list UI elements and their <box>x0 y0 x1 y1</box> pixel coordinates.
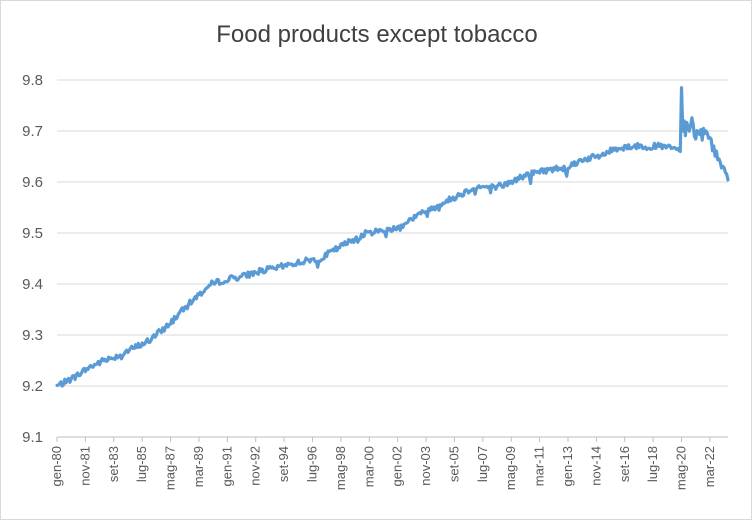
x-tick-label: gen-02 <box>390 446 405 486</box>
axes <box>56 436 728 442</box>
x-tick-label: mar-11 <box>532 446 547 486</box>
x-tick-label: mag-09 <box>503 446 518 490</box>
series-line <box>55 86 730 388</box>
x-tick-label: mar-00 <box>361 446 376 487</box>
x-tick-label: nov-14 <box>588 446 603 486</box>
x-tick-label: mar-89 <box>191 446 206 487</box>
x-tick-label: lug-85 <box>134 446 149 482</box>
x-tick-label: gen-13 <box>560 446 575 486</box>
y-tick-label: 9.8 <box>22 72 43 89</box>
x-tick-label: mag-98 <box>333 446 348 490</box>
y-tick-label: 9.7 <box>22 123 43 140</box>
x-tick-label: lug-18 <box>645 446 660 482</box>
y-tick-label: 9.4 <box>22 276 43 293</box>
x-tick-label: set-16 <box>617 446 632 482</box>
x-tick-label: set-94 <box>276 446 291 482</box>
x-tick-label: nov-03 <box>418 446 433 486</box>
series-layer <box>55 86 730 388</box>
x-tick-label: mag-87 <box>163 446 178 490</box>
y-tick-label: 9.1 <box>22 429 43 446</box>
chart-title: Food products except tobacco <box>216 21 538 48</box>
y-tick-label: 9.5 <box>22 225 43 242</box>
y-tick-label: 9.6 <box>22 174 43 191</box>
x-tick-label: set-05 <box>446 446 461 482</box>
x-tick-label: mar-22 <box>702 446 717 487</box>
tick-labels: 9.1 9.2 9.3 9.4 9.5 9.6 9.7 9.8 gen-80 nov-81 set-… <box>22 72 717 490</box>
x-tick-label: gen-91 <box>219 446 234 486</box>
x-tick-label: gen-80 <box>49 446 64 486</box>
y-tick-label: 9.2 <box>22 378 43 395</box>
gridlines <box>57 79 728 438</box>
x-tick-label: lug-96 <box>304 446 319 482</box>
x-tick-label: lug-07 <box>475 446 490 482</box>
x-tick-label: set-83 <box>106 446 121 482</box>
y-tick-label: 9.3 <box>22 327 43 344</box>
x-tick-label: nov-81 <box>77 446 92 486</box>
x-tick-label: nov-92 <box>248 446 263 486</box>
x-tick-label: mag-20 <box>674 446 689 490</box>
